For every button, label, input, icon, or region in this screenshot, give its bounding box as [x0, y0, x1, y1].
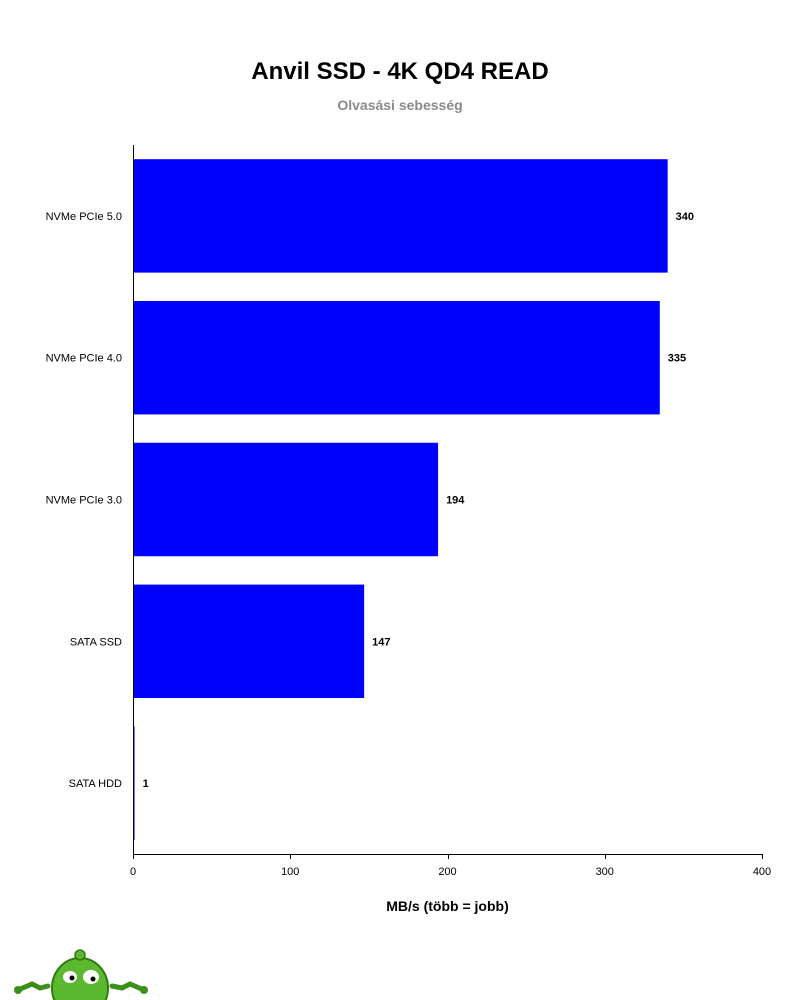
data-label: 194: [446, 495, 465, 507]
chart-title: Anvil SSD - 4K QD4 READ: [251, 58, 549, 85]
x-tick-label: 300: [596, 866, 614, 878]
data-label: 340: [676, 211, 694, 223]
category-label: NVMe PCIe 3.0: [46, 495, 122, 507]
category-label: NVMe PCIe 4.0: [46, 353, 122, 365]
data-label: 335: [668, 353, 686, 365]
data-label: 1: [143, 778, 149, 790]
x-tick-label: 200: [438, 866, 456, 878]
bar-0: [133, 159, 668, 273]
category-label: SATA HDD: [69, 778, 122, 790]
category-label: NVMe PCIe 5.0: [46, 211, 122, 223]
bar-3: [133, 584, 365, 699]
chart-subtitle: Olvasási sebesség: [337, 97, 463, 113]
labels-layer: NVMe PCIe 5.0 340 NVMe PCIe 4.0 335 NVMe PCI…: [46, 211, 694, 790]
category-label: SATA SSD: [70, 636, 122, 648]
x-axis-label: MB/s (több = jobb): [386, 898, 509, 914]
bar-2: [133, 442, 439, 557]
axes-layer: 0 100 200 300 400: [130, 145, 771, 878]
x-tick-label: 0: [130, 866, 136, 878]
bars-layer: [133, 159, 668, 840]
x-tick-label: 100: [281, 866, 299, 878]
data-label: 147: [372, 636, 390, 648]
x-tick-label: 400: [753, 866, 771, 878]
bar-1: [133, 300, 660, 415]
mascot-logo-icon: [14, 949, 148, 1000]
